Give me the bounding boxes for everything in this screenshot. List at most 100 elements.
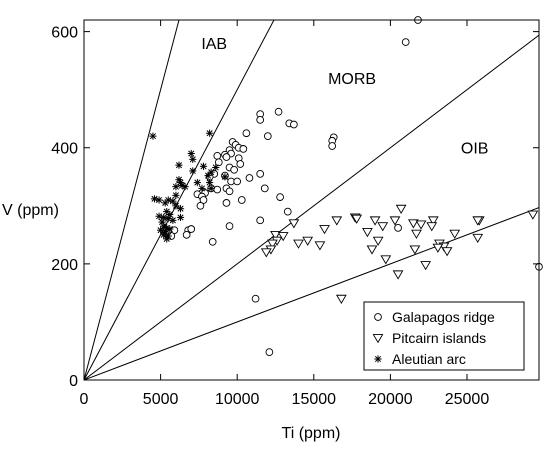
pitcairn-islands-point <box>293 239 304 249</box>
galapagos-ridge-point <box>394 224 402 232</box>
galapagos-ridge-point <box>242 129 251 138</box>
aleutian-arc-point <box>206 178 214 187</box>
ti-v-reference-lines <box>84 20 539 380</box>
pitcairn-islands-point <box>472 216 484 226</box>
aleutian-arc-point <box>176 213 185 222</box>
aleutian-arc-point <box>207 184 215 192</box>
pitcairn-islands-point <box>409 245 421 255</box>
aleutian-arc-point <box>160 222 168 230</box>
pitcairn-islands-point <box>302 236 314 246</box>
pitcairn-islands-point <box>415 220 427 230</box>
y-tick-label: 0 <box>69 373 78 390</box>
pitcairn-islands-point <box>441 247 453 257</box>
x-tick-label: 20000 <box>368 391 413 408</box>
galapagos-ridge-point <box>237 196 246 204</box>
x-tick-label: 10000 <box>215 391 260 408</box>
galapagos-ridge-point <box>196 201 205 210</box>
galapagos-ridge-point <box>187 225 196 233</box>
galapagos-ridge-point <box>283 207 292 216</box>
aleutian-arc-point <box>161 199 169 207</box>
galapagos-ridge-point <box>256 216 265 225</box>
galapagos-ridge-point <box>233 177 242 186</box>
aleutian-arc-point <box>181 183 189 191</box>
legend-marker-aleutian-arc <box>374 355 382 363</box>
aleutian-arc-point <box>155 196 163 204</box>
aleutian-arc-point <box>199 162 208 170</box>
aleutian-arc-point <box>212 163 220 172</box>
legend: Galapagos ridge Pitcairn islands Aleutian … <box>363 301 525 371</box>
aleutian-arc-point <box>166 225 174 233</box>
axis-ticks: 0 5000 10000 15000 20000 25000 0 200 400 600 <box>51 20 539 408</box>
galapagos-ridge-point <box>256 116 265 124</box>
galapagos-ridge-point <box>263 132 272 140</box>
galapagos-ridge-point <box>208 237 217 246</box>
ti-v-20-line <box>84 20 275 380</box>
aleutian-arc-point <box>163 235 171 243</box>
legend-box <box>363 301 525 371</box>
pitcairn-islands-point <box>288 219 300 229</box>
galapagos-ridge-point <box>236 160 245 168</box>
pitcairn-islands-point <box>335 294 347 304</box>
aleutian-arc-point <box>193 178 201 187</box>
x-tick-label: 25000 <box>445 391 490 408</box>
pitcairn-islands-point <box>392 270 404 280</box>
galapagos-ridge-point <box>401 38 410 46</box>
plot-frame <box>83 19 540 381</box>
galapagos-ridge-point <box>199 196 208 204</box>
y-tick-label: 400 <box>51 141 78 158</box>
galapagos-ridge-point <box>328 142 337 150</box>
aleutian-arc-point <box>149 132 157 140</box>
aleutian-arc-point <box>164 196 172 204</box>
aleutian-arc-point <box>150 195 159 203</box>
y-tick-label: 200 <box>51 257 78 274</box>
galapagos-ridge-point <box>225 187 234 196</box>
pitcairn-islands-point <box>426 222 438 232</box>
x-tick-label: 0 <box>80 391 89 408</box>
pitcairn-islands-point <box>270 230 281 241</box>
galapagos-ridge-point <box>239 145 248 153</box>
pitcairn-islands-point <box>420 261 432 271</box>
region-label-oib: OIB <box>461 141 489 158</box>
pitcairn-islands-point <box>527 210 539 220</box>
pitcairn-islands-point <box>427 216 439 226</box>
aleutian-arc-point <box>169 216 177 224</box>
y-axis-title: V (ppm) <box>2 202 59 219</box>
region-label-iab: IAB <box>201 36 227 53</box>
galapagos-ridge-point <box>245 174 254 182</box>
galapagos-ridge-point <box>182 230 191 239</box>
galapagos-ridge-point <box>230 165 238 174</box>
galapagos-ridge-point <box>222 199 231 207</box>
aleutian-arc-point <box>189 167 197 175</box>
pitcairn-islands-point <box>267 239 278 249</box>
legend-label-pitcairn-islands: Pitcairn islands <box>392 330 486 346</box>
galapagos-ridge-point <box>260 184 269 193</box>
pitcairn-islands-point <box>372 236 384 246</box>
pitcairn-islands-point <box>277 232 289 242</box>
data-points <box>149 16 543 356</box>
pitcairn-islands-point <box>351 214 363 224</box>
region-label-morb: MORB <box>328 71 376 88</box>
pitcairn-islands-point <box>362 228 373 238</box>
ti-v-10-line <box>84 20 180 380</box>
galapagos-ridge-point <box>276 193 284 201</box>
pitcairn-islands-point <box>319 225 330 235</box>
x-tick-label: 5000 <box>143 391 179 408</box>
aleutian-arc-point <box>204 172 212 180</box>
galapagos-ridge-point <box>213 152 222 160</box>
pitcairn-islands-point <box>449 229 461 239</box>
aleutian-arc-point <box>176 205 185 213</box>
pitcairn-islands-point <box>411 229 422 239</box>
legend-marker-pitcairn-islands <box>372 334 384 344</box>
legend-marker-galapagos-ridge <box>374 313 382 321</box>
y-tick-label: 600 <box>51 25 78 42</box>
pitcairn-islands-point <box>389 216 401 226</box>
ti-v-100-line <box>84 207 539 380</box>
x-tick-label: 15000 <box>292 391 337 408</box>
aleutian-arc-point <box>172 191 180 199</box>
aleutian-arc-point <box>221 173 229 181</box>
ti-v-50-line <box>84 34 539 380</box>
legend-label-aleutian-arc: Aleutian arc <box>392 351 466 367</box>
galapagos-ridge-point <box>265 348 274 356</box>
pitcairn-islands-point <box>380 255 392 265</box>
